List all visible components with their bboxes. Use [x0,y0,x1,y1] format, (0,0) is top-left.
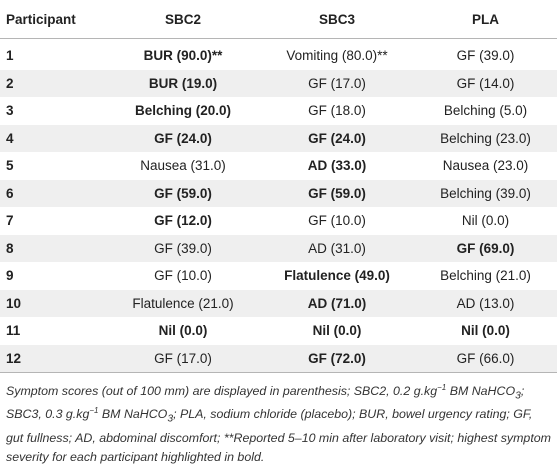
table-row: 11 Nil (0.0) Nil (0.0) Nil (0.0) [0,317,557,345]
table-header-row: Participant SBC2 SBC3 PLA [0,5,557,35]
sbc2-cell: GF (39.0) [154,240,212,256]
table-row: 3 Belching (20.0) GF (18.0) Belching (5.0) [0,97,557,125]
sbc3-cell: GF (72.0) [308,350,366,366]
participant-cell: 8 [6,240,14,256]
sbc2-cell: Nausea (31.0) [140,158,226,173]
header-sbc3: SBC3 [318,12,355,27]
table-row: 7 GF (12.0) GF (10.0) Nil (0.0) [0,207,557,235]
header-participant: Participant [6,12,76,27]
participant-cell: 5 [6,158,14,173]
sbc2-cell: Belching (20.0) [134,103,232,118]
pla-cell: Nausea (23.0) [442,158,529,173]
table-footnote: Symptom scores (out of 100 mm) are displ… [6,382,551,464]
sbc2-cell: GF (17.0) [154,350,212,366]
sbc3-cell: GF (24.0) [308,130,366,146]
sbc2-cell: Flatulence (21.0) [132,295,234,311]
sbc3-cell: AD (33.0) [307,158,367,173]
pla-cell: GF (66.0) [456,350,515,366]
header-sbc2: SBC2 [164,12,201,27]
participant-cell: 2 [6,75,14,91]
sbc3-cell: GF (10.0) [308,213,366,228]
table-row: 8 GF (39.0) AD (31.0) GF (69.0) [0,234,557,262]
pla-cell: AD (13.0) [456,295,515,311]
table-row: 2 BUR (19.0) GF (17.0) GF (14.0) [0,69,557,97]
participant-cell: 11 [6,323,21,338]
pla-cell: Belching (23.0) [440,130,531,146]
sbc2-cell: BUR (19.0) [148,75,218,91]
table-row: 5 Nausea (31.0) AD (33.0) Nausea (23.0) [0,152,557,180]
sbc3-cell: GF (18.0) [308,103,366,118]
sbc3-cell: AD (71.0) [307,295,367,311]
table-row: 10 Flatulence (21.0) AD (71.0) AD (13.0) [0,289,557,317]
sbc3-cell: Vomiting (80.0)** [286,48,388,63]
header-pla: PLA [472,12,499,27]
participant-cell: 3 [6,103,14,118]
sbc3-cell: AD (31.0) [308,240,366,256]
participant-cell: 1 [6,48,14,63]
table-row: 6 GF (59.0) GF (59.0) Belching (39.0) [0,179,557,207]
sbc3-cell: GF (17.0) [308,75,366,91]
sbc2-cell: GF (12.0) [154,213,212,228]
sbc2-cell: GF (24.0) [154,130,212,146]
footer-rule [0,372,557,373]
sbc3-cell: Flatulence (49.0) [284,268,390,283]
pla-cell: Belching (5.0) [443,103,528,118]
pla-cell: Nil (0.0) [461,323,510,338]
table-row: 9 GF (10.0) Flatulence (49.0) Belching (21.… [0,262,557,290]
sbc2-cell: BUR (90.0)** [143,48,223,63]
pla-cell: Nil (0.0) [461,213,510,228]
participant-cell: 12 [6,350,22,366]
pla-cell: GF (69.0) [456,240,515,256]
pla-cell: Belching (39.0) [440,185,531,201]
participant-cell: 6 [6,185,14,201]
sbc2-cell: GF (10.0) [154,268,212,283]
sbc3-cell: GF (59.0) [308,185,366,201]
table-row: 12 GF (17.0) GF (72.0) GF (66.0) [0,344,557,372]
sbc3-cell: Nil (0.0) [312,323,362,338]
header-rule [0,38,557,39]
table-row: 1 BUR (90.0)** Vomiting (80.0)** GF (39.0) [0,42,557,70]
participant-cell: 10 [6,295,22,311]
sbc2-cell: GF (59.0) [154,185,212,201]
pla-cell: GF (39.0) [456,48,515,63]
pla-cell: Belching (21.0) [440,268,531,283]
pla-cell: GF (14.0) [456,75,515,91]
participant-cell: 7 [6,213,14,228]
table-row: 4 GF (24.0) GF (24.0) Belching (23.0) [0,124,557,152]
sbc2-cell: Nil (0.0) [158,323,208,338]
participant-cell: 9 [6,268,14,283]
participant-cell: 4 [6,130,14,146]
